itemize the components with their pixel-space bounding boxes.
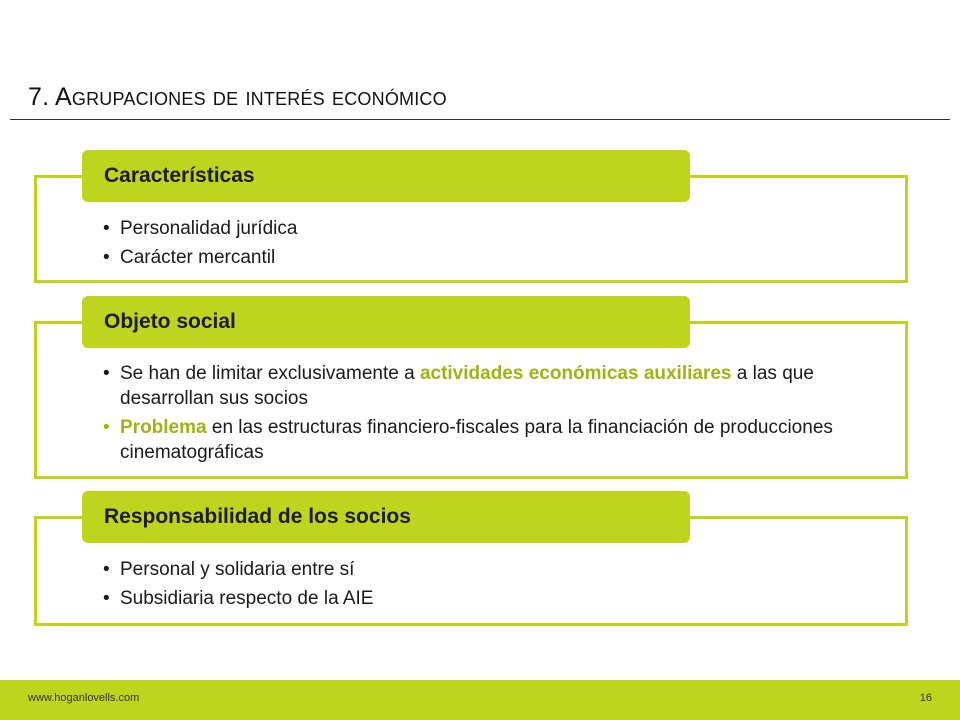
footer-bar [0, 680, 960, 720]
footer-url: www.hoganlovells.com [28, 692, 140, 704]
section-objeto-social-list: Se han de limitar exclusivamente a activ… [103, 361, 863, 465]
section-header-label: Objeto social [104, 310, 236, 333]
list-item: Subsidiaria respecto de la AIE [103, 586, 863, 611]
section-objeto-social-header: Objeto social [82, 296, 690, 348]
page-number: 16 [919, 692, 932, 704]
title-divider [10, 119, 950, 120]
section-header-label: Características [104, 164, 255, 187]
section-caracteristicas-header: Características [82, 150, 690, 202]
section-responsabilidad-header: Responsabilidad de los socios [82, 491, 690, 543]
bullet-text: a las que desarrollan sus socios [120, 363, 814, 409]
section-caracteristicas-list: Personalidad jurídica Carácter mercantil [103, 216, 863, 270]
list-item: Personalidad jurídica [103, 216, 863, 241]
slide-title: 7. Agrupaciones de interés económico [28, 83, 447, 111]
bullet-text: Se han de limitar exclusivamente a [120, 363, 420, 384]
section-header-label: Responsabilidad de los socios [104, 505, 411, 528]
list-item: Se han de limitar exclusivamente a activ… [103, 361, 863, 411]
highlight-text: Problema [120, 417, 207, 438]
section-responsabilidad-list: Personal y solidaria entre sí Subsidiari… [103, 557, 863, 611]
list-item: Carácter mercantil [103, 245, 863, 270]
list-item: Problema en las estructuras financiero-f… [103, 415, 863, 465]
highlight-text: actividades económicas auxiliares [419, 363, 732, 384]
list-item: Personal y solidaria entre sí [103, 557, 863, 582]
bullet-text: en las estructuras financiero-fiscales p… [120, 417, 833, 463]
